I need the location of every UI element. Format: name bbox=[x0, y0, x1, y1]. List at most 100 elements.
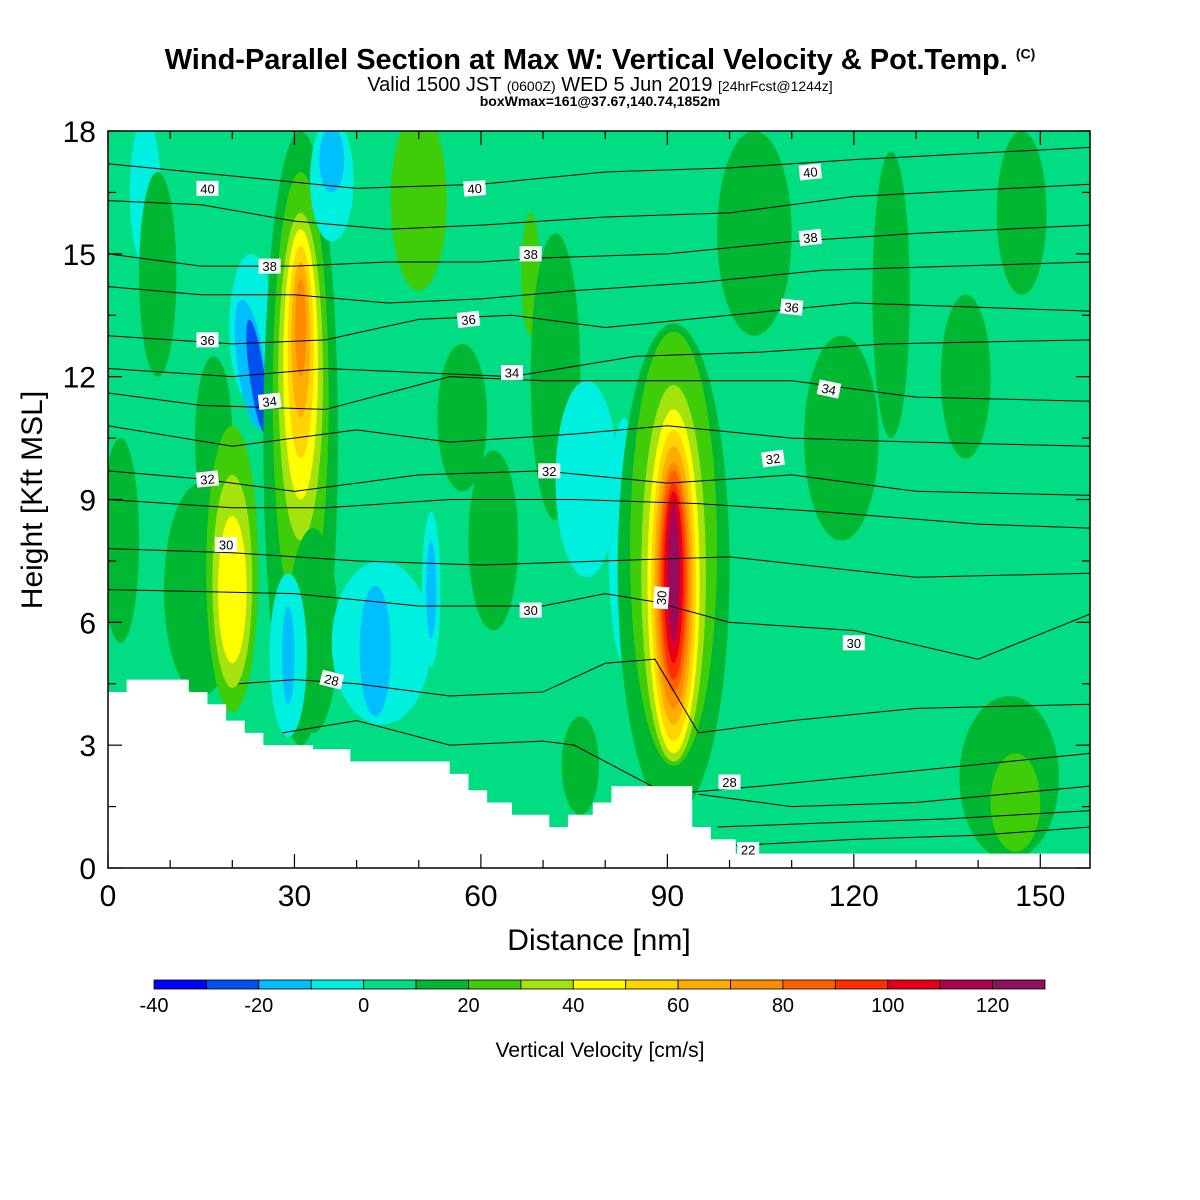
colorbar-swatch-40 bbox=[572, 979, 627, 990]
colorbar-swatch--30 bbox=[206, 979, 260, 990]
colorbar-tick-label: 0 bbox=[358, 995, 369, 1017]
colorbar-tick-label: 120 bbox=[976, 995, 1009, 1017]
contour-label-text: 28 bbox=[323, 671, 341, 689]
contour-label-box bbox=[519, 602, 542, 618]
y-tick-label: 18 bbox=[63, 116, 96, 149]
theta-contour-38-2 bbox=[108, 224, 1090, 267]
contour-label-box bbox=[463, 180, 487, 197]
w-feature-17 bbox=[295, 278, 307, 377]
colorbar: -40 -20 0 20 40 60 80 100 120 Vertical Velocity [… bbox=[140, 979, 1046, 1062]
colorbar-tick-label: 20 bbox=[457, 995, 479, 1017]
w-feature-49 bbox=[717, 131, 792, 336]
theta-contour-24-15 bbox=[717, 810, 1090, 828]
terrain-mask bbox=[108, 679, 1090, 868]
x-tick-label: 30 bbox=[278, 880, 311, 913]
contour-label-box bbox=[215, 537, 238, 553]
colorbar-tick-label: 60 bbox=[667, 995, 689, 1017]
contour-label-16: 30 bbox=[519, 602, 542, 618]
contour-label-text: 30 bbox=[847, 636, 861, 651]
chart-title: Wind-Parallel Section at Max W: Vertical… bbox=[0, 44, 1200, 77]
contour-label-14: 32 bbox=[761, 449, 785, 468]
colorbar-tick-label: -40 bbox=[140, 995, 169, 1017]
contour-label-text: 34 bbox=[820, 381, 837, 399]
w-feature-32 bbox=[561, 716, 599, 815]
valid-time: Valid 1500 JST bbox=[367, 74, 502, 96]
colorbar-tick-label: -20 bbox=[244, 995, 273, 1017]
copyright-mark: (C) bbox=[1015, 45, 1036, 62]
contour-label-box bbox=[761, 449, 785, 468]
colorbar-swatch-20 bbox=[468, 979, 522, 990]
forecast-info: [24hrFcst@1244z] bbox=[718, 78, 833, 94]
w-feature-28 bbox=[437, 343, 488, 492]
colorbar-swatch-50 bbox=[625, 979, 679, 990]
x-tick-label: 60 bbox=[464, 880, 497, 913]
w-feature-52 bbox=[940, 294, 991, 459]
contour-label-box bbox=[196, 332, 219, 348]
x-tick-label: 0 bbox=[100, 880, 117, 913]
contour-label-box bbox=[500, 365, 523, 381]
colorbar-tick-label: 80 bbox=[772, 995, 794, 1017]
colorbar-label: Vertical Velocity [cm/s] bbox=[496, 1039, 705, 1062]
x-tick-label: 120 bbox=[829, 880, 879, 913]
contour-label-text: 40 bbox=[802, 164, 818, 180]
contour-label-text: 36 bbox=[784, 299, 800, 315]
theta-contour-30-10 bbox=[108, 548, 1090, 578]
w-feature-48 bbox=[669, 524, 678, 623]
w-feature-22 bbox=[319, 131, 345, 193]
contour-label-box bbox=[319, 669, 345, 690]
colorbar-swatch--40 bbox=[153, 979, 207, 990]
contour-labels: 40 40 40 38 38 38 36 36 36 34 34 34 32 32 32 30 30 30 30 28… bbox=[195, 163, 865, 858]
y-tick-label: 0 bbox=[79, 853, 96, 886]
chart-subtitle: Valid 1500 JST (0600Z) WED 5 Jun 2019 [2… bbox=[0, 74, 1200, 97]
contour-label-box bbox=[718, 774, 741, 790]
w-feature-1 bbox=[139, 171, 177, 377]
colorbar-swatch-90 bbox=[834, 979, 889, 990]
theta-contour-34-6 bbox=[108, 376, 1090, 410]
w-feature-23 bbox=[390, 131, 447, 291]
contour-label-text: 30 bbox=[654, 590, 670, 605]
y-tick-label: 15 bbox=[63, 239, 96, 272]
colorbar-swatch--20 bbox=[258, 979, 312, 990]
w-feature-29 bbox=[468, 450, 519, 631]
w-feature-4 bbox=[108, 438, 140, 643]
contour-label-text: 36 bbox=[461, 312, 477, 328]
contour-label-15: 30 bbox=[215, 537, 238, 553]
theta-contour-36-4 bbox=[108, 302, 1090, 345]
contour-label-text: 38 bbox=[262, 259, 276, 274]
contour-label-text: 34 bbox=[262, 394, 278, 410]
contour-label-box bbox=[779, 298, 804, 316]
w-feature-27 bbox=[426, 540, 437, 639]
x-tick-label: 90 bbox=[651, 880, 684, 913]
contour-label-text: 28 bbox=[722, 775, 736, 790]
w-feature-25 bbox=[359, 585, 391, 717]
theta-contour-22-16 bbox=[735, 826, 1090, 846]
contour-label-18: 30 bbox=[842, 635, 865, 651]
colorbar-swatch-70 bbox=[730, 979, 784, 990]
theta-contour-32-9 bbox=[108, 499, 1090, 529]
y-tick-label: 12 bbox=[63, 362, 96, 395]
contour-label-3: 38 bbox=[258, 258, 281, 274]
contour-label-text: 40 bbox=[200, 181, 214, 196]
contour-label-text: 32 bbox=[765, 451, 781, 468]
contour-label-text: 36 bbox=[200, 333, 214, 348]
colorbar-swatch-110 bbox=[939, 979, 993, 990]
theta-contour-28-13 bbox=[281, 720, 1090, 795]
valid-date: WED 5 Jun 2019 bbox=[561, 74, 713, 96]
colorbar-tick-label: 40 bbox=[562, 995, 584, 1017]
colorbar-swatch-30 bbox=[520, 979, 574, 990]
y-tick-label: 3 bbox=[79, 730, 96, 763]
contour-label-5: 38 bbox=[798, 228, 823, 246]
terrain-polygon bbox=[108, 679, 1090, 868]
contour-label-box bbox=[842, 635, 865, 651]
theta-contour-38-3 bbox=[108, 261, 1090, 304]
contour-label-6: 36 bbox=[196, 332, 219, 348]
contour-label-text: 40 bbox=[467, 181, 482, 197]
contour-label-text: 38 bbox=[523, 247, 537, 262]
contour-label-9: 34 bbox=[257, 392, 282, 410]
contour-label-box bbox=[519, 246, 542, 262]
colorbar-swatch-0 bbox=[363, 979, 417, 990]
contour-label-11: 34 bbox=[816, 379, 842, 399]
theta-contour-26-14 bbox=[698, 785, 1090, 808]
utc-time: (0600Z) bbox=[506, 78, 556, 94]
contour-label-text: 34 bbox=[505, 366, 519, 381]
